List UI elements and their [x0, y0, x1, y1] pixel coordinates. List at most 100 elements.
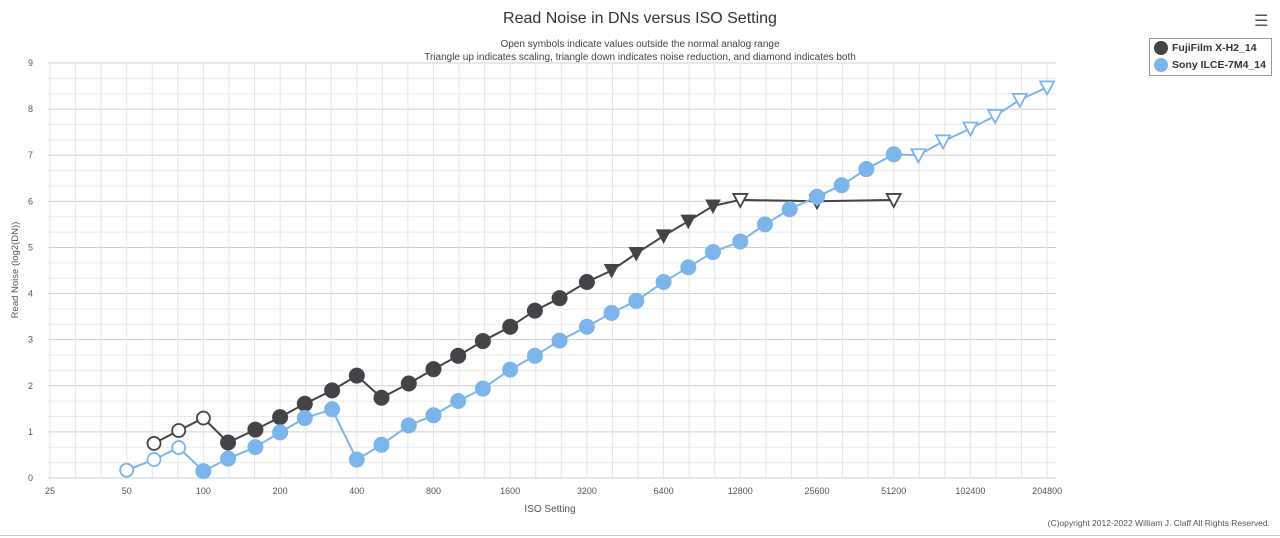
chart-subtitle-2: Triangle up indicates scaling, triangle … — [424, 52, 856, 63]
data-point-circle — [195, 410, 211, 426]
data-point-circle — [171, 440, 187, 455]
y-tick-label: 1 — [28, 427, 33, 437]
menu-icon[interactable]: ☰ — [1254, 13, 1269, 30]
data-point-circle — [502, 361, 519, 378]
y-tick-label: 4 — [28, 289, 33, 299]
x-tick-label: 25600 — [804, 486, 829, 496]
data-point-circle — [373, 389, 390, 406]
data-point-triangle-down — [628, 246, 645, 262]
data-point-circle — [833, 177, 850, 194]
legend-item-fujifilm[interactable]: FujiFilm X-H2_14 — [1150, 39, 1271, 56]
y-axis-title: Read Noise (log2(DN)) — [10, 222, 21, 319]
data-point-triangle-down — [934, 134, 952, 151]
y-tick-label: 5 — [28, 242, 33, 252]
x-tick-label: 25 — [45, 486, 55, 496]
data-point-triangle-down — [986, 109, 1004, 125]
data-point-circle — [220, 450, 237, 467]
data-point-circle — [450, 347, 467, 364]
data-point-circle — [474, 380, 491, 397]
data-point-circle — [272, 424, 289, 441]
x-tick-label: 3200 — [577, 486, 597, 496]
x-tick-label: 51200 — [881, 486, 906, 496]
y-tick-label: 2 — [28, 381, 33, 391]
x-tick-label: 50 — [122, 486, 132, 496]
data-point-circle — [171, 423, 187, 438]
data-point-circle — [578, 318, 595, 335]
data-point-triangle-down — [1038, 80, 1056, 97]
data-point-circle — [628, 292, 645, 309]
data-point-circle — [146, 452, 162, 467]
legend: FujiFilm X-H2_14 Sony ILCE-7M4_14 — [1149, 38, 1272, 76]
data-point-circle — [119, 462, 135, 478]
data-point-circle — [348, 367, 365, 384]
data-point-triangle-down — [731, 193, 749, 209]
data-point-circle — [425, 361, 442, 378]
legend-marker — [1154, 40, 1168, 55]
x-tick-label: 12800 — [728, 486, 753, 496]
legend-item-sony[interactable]: Sony ILCE-7M4_14 — [1150, 56, 1271, 73]
data-point-circle — [324, 382, 341, 399]
data-point-triangle-down — [603, 264, 620, 279]
data-point-circle — [348, 451, 365, 468]
x-tick-label: 1600 — [500, 486, 520, 496]
y-tick-label: 6 — [28, 196, 33, 206]
data-point-circle — [603, 304, 620, 321]
divider — [0, 535, 1280, 536]
legend-label: Sony ILCE-7M4_14 — [1172, 58, 1266, 71]
y-tick-label: 3 — [28, 335, 33, 345]
data-point-circle — [756, 216, 773, 233]
data-point-circle — [247, 439, 264, 456]
data-point-circle — [272, 409, 289, 426]
data-point-circle — [578, 274, 595, 291]
y-tick-label: 8 — [28, 104, 33, 114]
x-tick-label: 800 — [426, 486, 441, 496]
data-point-circle — [680, 259, 697, 276]
data-point-circle — [526, 302, 543, 319]
data-point-circle — [551, 290, 568, 307]
data-point-circle — [781, 201, 798, 218]
legend-label: FujiFilm X-H2_14 — [1172, 41, 1257, 54]
x-tick-label: 200 — [273, 486, 288, 496]
data-point-circle — [220, 434, 237, 451]
chart-title: Read Noise in DNs versus ISO Setting — [503, 10, 777, 27]
x-axis-title: ISO Setting — [524, 504, 575, 515]
legend-marker — [1154, 57, 1168, 72]
data-point-circle — [450, 392, 467, 409]
data-point-circle — [400, 375, 417, 392]
data-point-circle — [704, 244, 721, 261]
x-tick-label: 102400 — [955, 486, 985, 496]
y-tick-label: 9 — [28, 58, 33, 68]
data-point-triangle-down — [705, 199, 721, 214]
data-point-circle — [526, 347, 543, 364]
data-point-circle — [296, 395, 313, 412]
x-tick-label: 400 — [349, 486, 364, 496]
data-point-circle — [732, 233, 749, 250]
data-point-triangle-down — [961, 121, 979, 138]
data-point-circle — [146, 436, 162, 451]
x-tick-label: 204800 — [1032, 486, 1062, 496]
data-point-circle — [373, 436, 390, 453]
data-point-triangle-down — [655, 229, 672, 244]
x-tick-label: 100 — [196, 486, 211, 496]
data-point-circle — [502, 318, 519, 335]
data-point-circle — [324, 401, 341, 418]
data-point-circle — [885, 146, 902, 163]
data-point-circle — [551, 332, 568, 349]
copyright: (C)opyright 2012-2022 William J. Claff A… — [1047, 518, 1270, 528]
y-tick-label: 0 — [28, 473, 33, 483]
data-point-circle — [474, 333, 491, 350]
data-point-triangle-down — [909, 148, 927, 165]
data-point-triangle-down — [885, 193, 903, 209]
data-point-circle — [809, 188, 825, 205]
data-point-circle — [296, 410, 313, 427]
data-point-circle — [655, 274, 672, 291]
data-point-circle — [247, 421, 264, 438]
data-point-circle — [400, 417, 417, 434]
series-line — [153, 198, 894, 445]
y-tick-label: 7 — [28, 150, 33, 160]
data-point-triangle-down — [680, 214, 697, 230]
data-point-circle — [858, 161, 875, 178]
data-point-circle — [195, 463, 212, 480]
data-point-circle — [425, 407, 442, 424]
